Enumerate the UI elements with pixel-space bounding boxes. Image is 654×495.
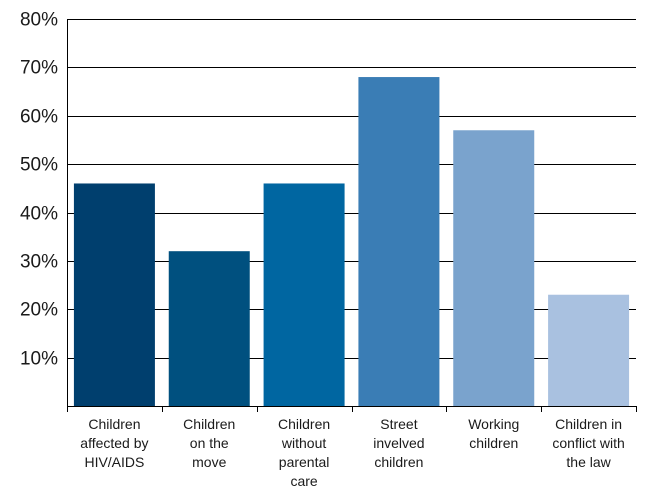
y-tick-label: 80% bbox=[20, 10, 58, 31]
bars bbox=[73, 77, 630, 407]
bar-5 bbox=[453, 130, 535, 406]
y-tick-label: 40% bbox=[20, 204, 58, 225]
y-tick-label: 30% bbox=[20, 252, 58, 273]
y-tick-label: 50% bbox=[20, 155, 58, 176]
category-label: Children in conflict with the law bbox=[552, 416, 624, 470]
bar-6 bbox=[548, 294, 630, 406]
category-label: Children on the move bbox=[183, 416, 235, 470]
y-tick-label: 70% bbox=[20, 58, 58, 79]
category-label: Street invelved children bbox=[373, 416, 424, 470]
y-tick-label: 20% bbox=[20, 300, 58, 321]
y-tick-label: 10% bbox=[20, 349, 58, 370]
bar-1 bbox=[73, 183, 155, 406]
labels: 10% 20% 30% 40% 50% 60% 70% 80% Children affected… bbox=[20, 10, 625, 490]
gridlines bbox=[67, 19, 636, 359]
y-tick-label: 60% bbox=[20, 107, 58, 128]
bar-4 bbox=[358, 77, 440, 407]
category-label: Children without parental care bbox=[278, 416, 330, 489]
category-label: Working children bbox=[468, 416, 519, 451]
bar-2 bbox=[168, 251, 250, 406]
category-label: Children affected by HIV/AIDS bbox=[80, 416, 148, 470]
bar-3 bbox=[263, 183, 345, 406]
axes bbox=[67, 19, 637, 412]
